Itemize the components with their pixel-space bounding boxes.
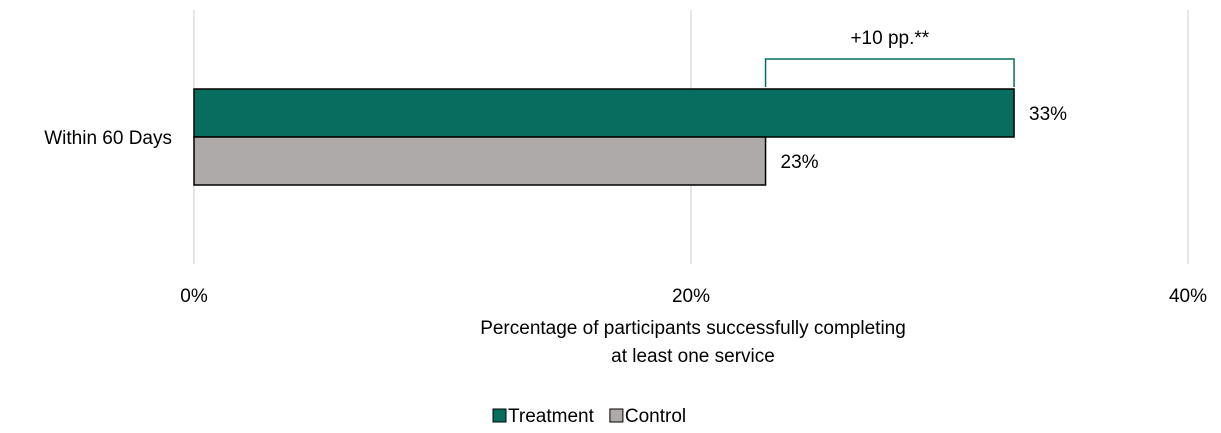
legend-swatch-control	[609, 408, 624, 423]
bar-control	[193, 136, 767, 186]
x-axis-label-line-1: Percentage of participants successfully …	[480, 318, 906, 339]
legend-label-treatment: Treatment	[508, 406, 595, 427]
bars: 33% 23%	[193, 88, 1067, 186]
x-tick-label-2: 40%	[1169, 286, 1207, 307]
legend-label-control: Control	[625, 406, 686, 427]
bar-treatment	[193, 88, 1015, 138]
legend: Treatment Control	[492, 406, 686, 427]
significance-annotation: +10 pp.**	[764, 28, 1015, 87]
category-label-0: Within 60 Days	[44, 128, 172, 149]
x-tick-labels: 0% 20% 40%	[180, 286, 1207, 307]
x-tick-label-1: 20%	[672, 286, 710, 307]
x-axis-label-line-2: at least one service	[611, 346, 775, 367]
legend-swatch-treatment	[492, 408, 507, 423]
x-tick-label-0: 0%	[180, 286, 208, 307]
significance-label: +10 pp.**	[850, 28, 929, 49]
data-label-treatment: 33%	[1029, 104, 1067, 125]
category-labels: Within 60 Days	[44, 128, 172, 149]
data-label-control: 23%	[781, 152, 819, 173]
significance-bracket	[764, 58, 1015, 87]
